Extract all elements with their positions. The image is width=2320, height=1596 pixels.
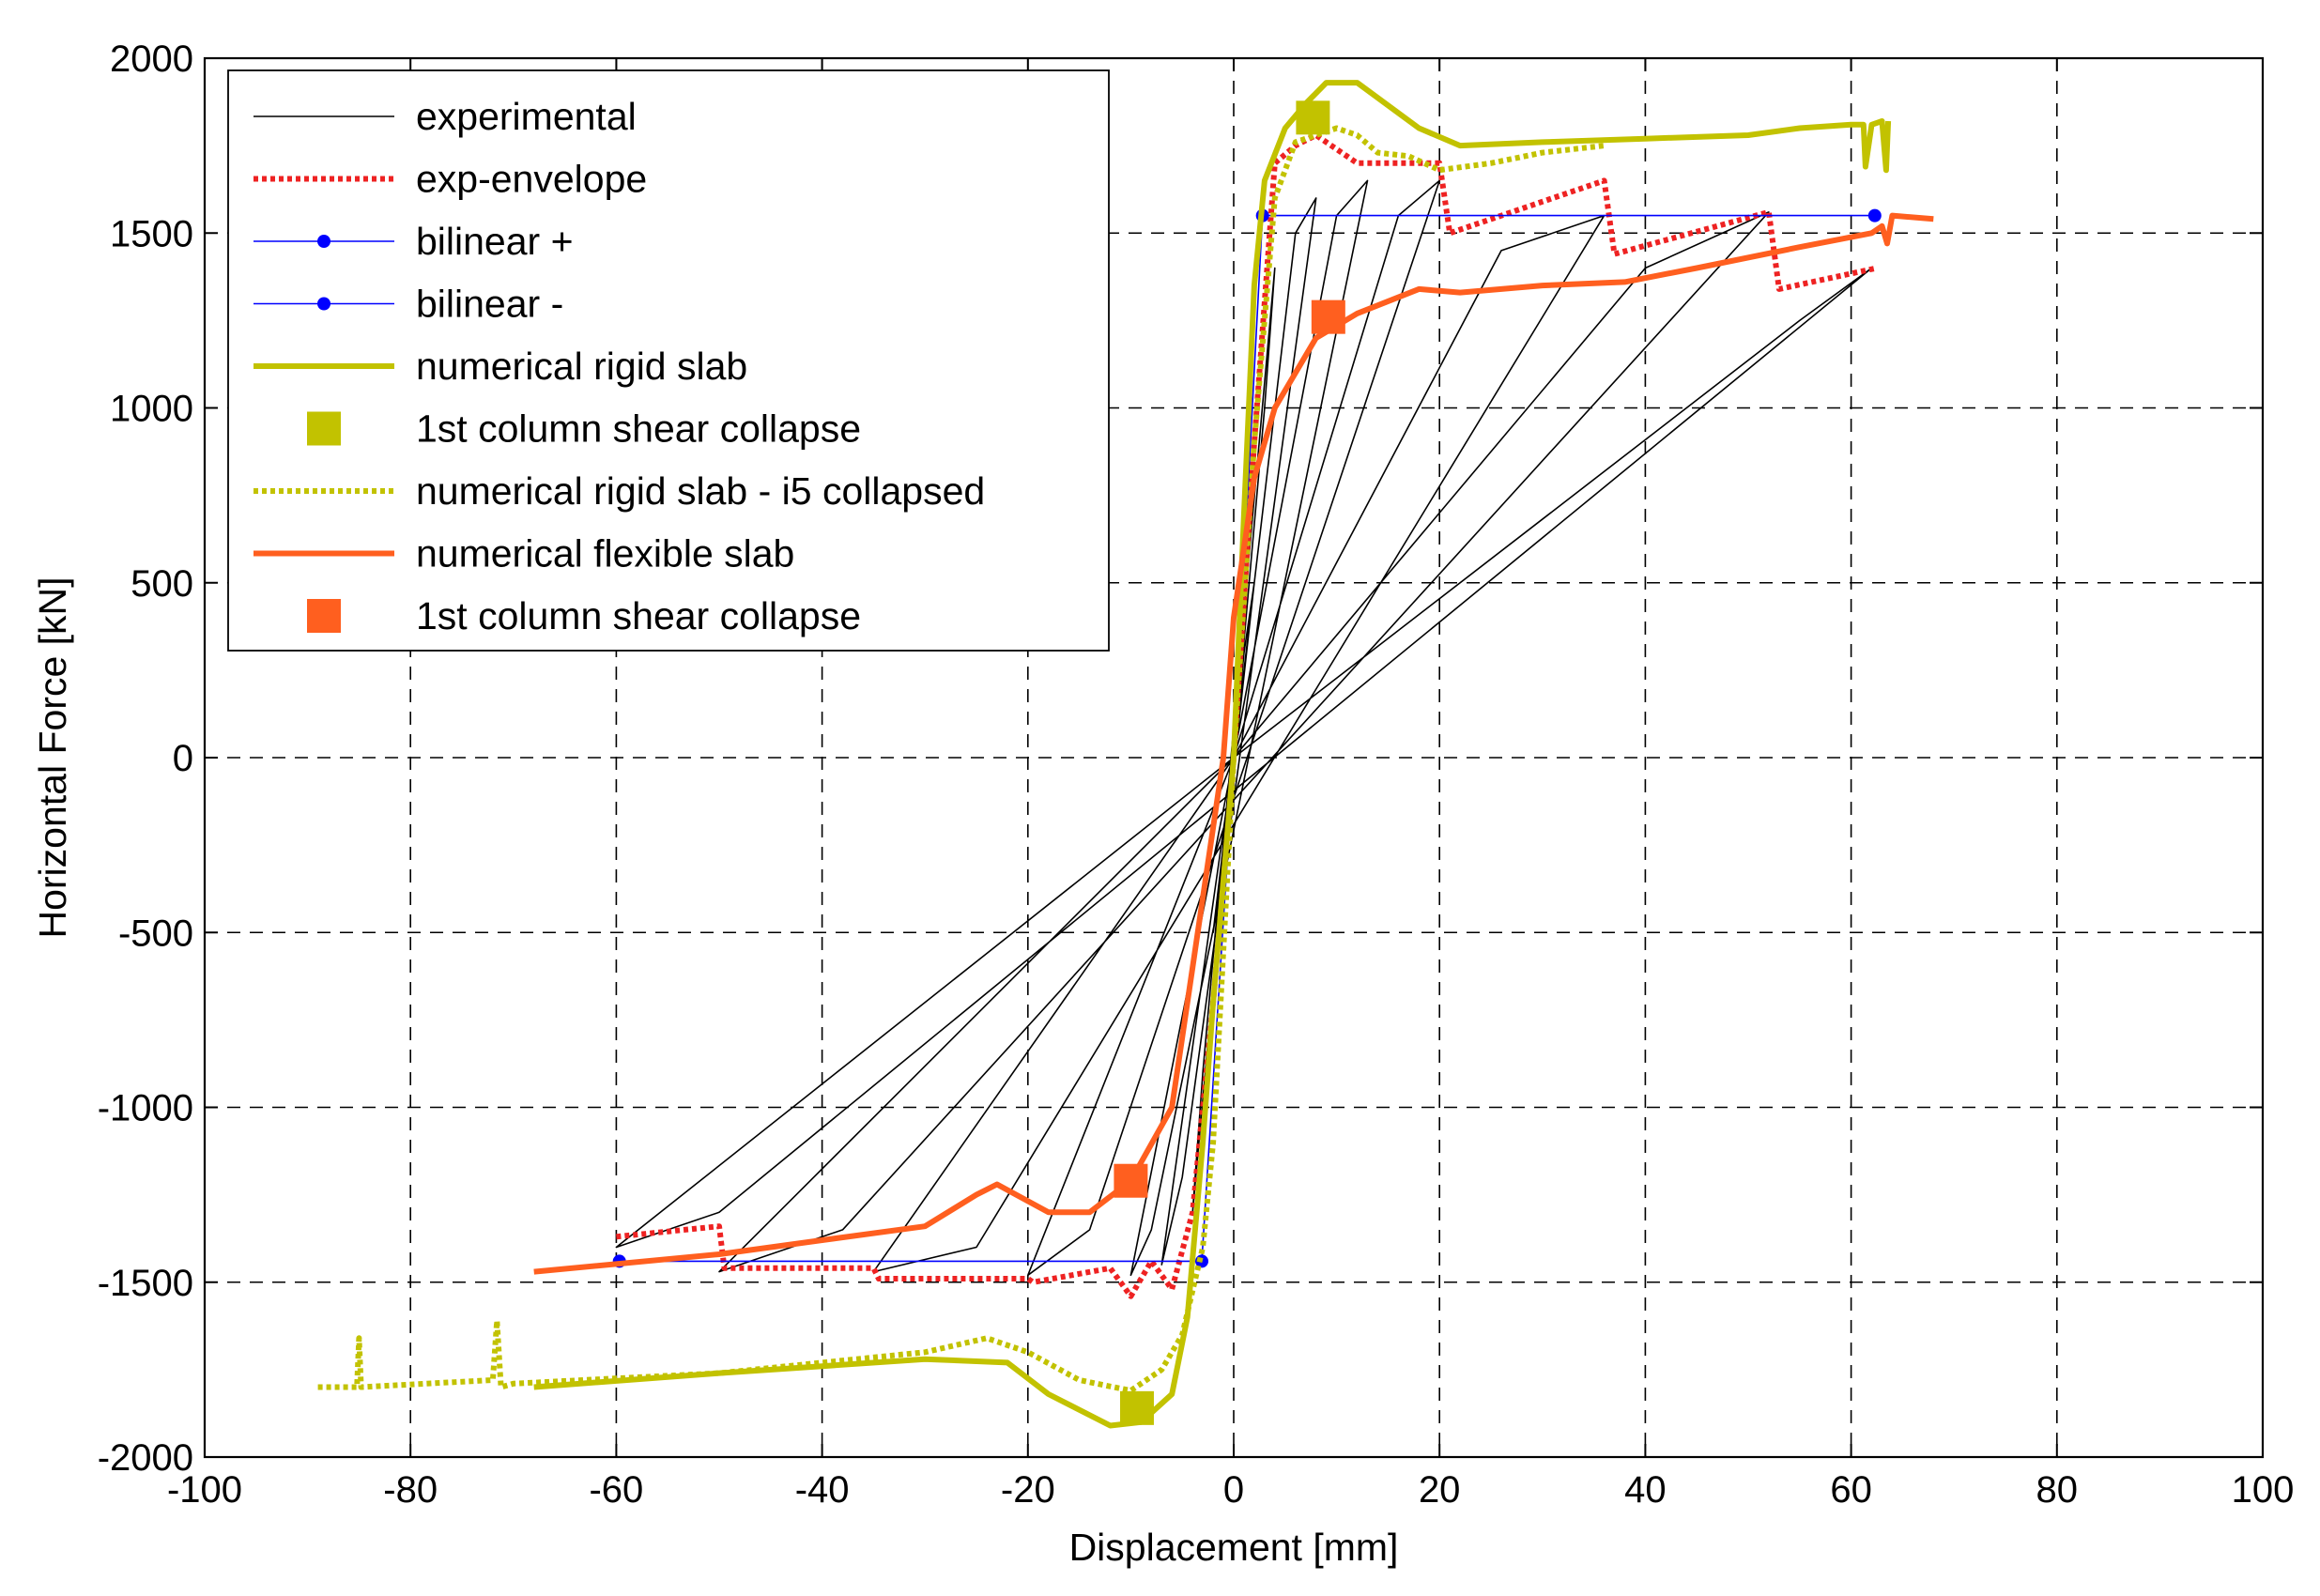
x-tick-label: -60 xyxy=(589,1469,643,1511)
x-tick-label: 100 xyxy=(2232,1469,2295,1511)
series-line xyxy=(533,80,1892,1429)
legend-entry: experimental xyxy=(254,95,637,138)
ticks: -100 -80 -60 -40 -20 0 20 40 60 80 100 -2000 -1500 -1… xyxy=(98,38,2295,1511)
series-line xyxy=(317,125,1605,1394)
x-tick-label: -20 xyxy=(1001,1469,1055,1511)
legend-entry: numerical flexible slab xyxy=(254,532,794,575)
series-numerical-flexible-slab-7 xyxy=(533,212,1934,1275)
x-axis-label: Displacement [mm] xyxy=(1069,1526,1399,1569)
legend-label: experimental xyxy=(416,95,637,138)
legend-label: numerical rigid slab xyxy=(416,345,747,388)
legend-label: 1st column shear collapse xyxy=(416,407,861,451)
x-tick-label: 20 xyxy=(1419,1469,1461,1511)
legend-marker xyxy=(307,411,341,446)
x-tick-label: 40 xyxy=(1624,1469,1667,1511)
legend-label: exp-envelope xyxy=(416,158,647,201)
y-tick-label: -1500 xyxy=(98,1263,193,1304)
legend-entry: 1st column shear collapse xyxy=(307,594,861,637)
legend-entry: bilinear + xyxy=(254,220,574,263)
x-tick-label: -100 xyxy=(167,1469,242,1511)
y-tick-label: -500 xyxy=(118,913,193,954)
series-1st-column-shear-collapse-5 xyxy=(1119,100,1330,1425)
legend-label: numerical flexible slab xyxy=(416,532,794,575)
legend-label: bilinear - xyxy=(416,283,563,326)
legend-entry: numerical rigid slab xyxy=(254,345,747,388)
x-tick-label: 60 xyxy=(1830,1469,1872,1511)
x-tick-label: 0 xyxy=(1223,1469,1244,1511)
y-tick-label: 0 xyxy=(173,738,193,779)
series-numerical-rigid-slab-i5-collapsed-6 xyxy=(317,125,1605,1394)
data-point xyxy=(1114,1163,1148,1198)
x-tick-label: -40 xyxy=(795,1469,850,1511)
legend-entry: numerical rigid slab - i5 collapsed xyxy=(254,469,985,513)
series-group xyxy=(317,80,1934,1429)
series-line xyxy=(616,132,1878,1299)
legend-marker xyxy=(317,297,330,311)
legend-marker xyxy=(317,235,330,248)
y-tick-label: -1000 xyxy=(98,1088,193,1129)
data-point xyxy=(1867,208,1882,223)
legend: experimental exp-envelope bilinear + biline… xyxy=(227,69,1110,652)
x-tick-label: -80 xyxy=(383,1469,438,1511)
series-1st-column-shear-collapse-8 xyxy=(1114,299,1345,1198)
legend-entry: 1st column shear collapse xyxy=(307,407,861,451)
y-axis-label: Horizontal Force [kN] xyxy=(31,576,74,938)
legend-entry: bilinear - xyxy=(254,283,563,326)
data-point xyxy=(1296,100,1330,135)
legend-label: 1st column shear collapse xyxy=(416,594,861,637)
legend-marker xyxy=(307,599,341,633)
legend-label: bilinear + xyxy=(416,220,574,263)
y-tick-label: 1500 xyxy=(110,213,193,254)
series-exp-envelope-1 xyxy=(616,132,1878,1299)
series-numerical-rigid-slab-4 xyxy=(533,80,1892,1429)
y-tick-label: -2000 xyxy=(98,1437,193,1479)
x-tick-label: 80 xyxy=(2036,1469,2079,1511)
data-point xyxy=(1119,1390,1154,1425)
series-line xyxy=(533,212,1934,1275)
y-tick-label: 1000 xyxy=(110,389,193,430)
data-point xyxy=(1311,299,1345,334)
legend-entry: exp-envelope xyxy=(254,158,647,201)
y-tick-label: 2000 xyxy=(110,38,193,80)
y-tick-label: 500 xyxy=(131,563,193,605)
legend-label: numerical rigid slab - i5 collapsed xyxy=(416,469,985,513)
